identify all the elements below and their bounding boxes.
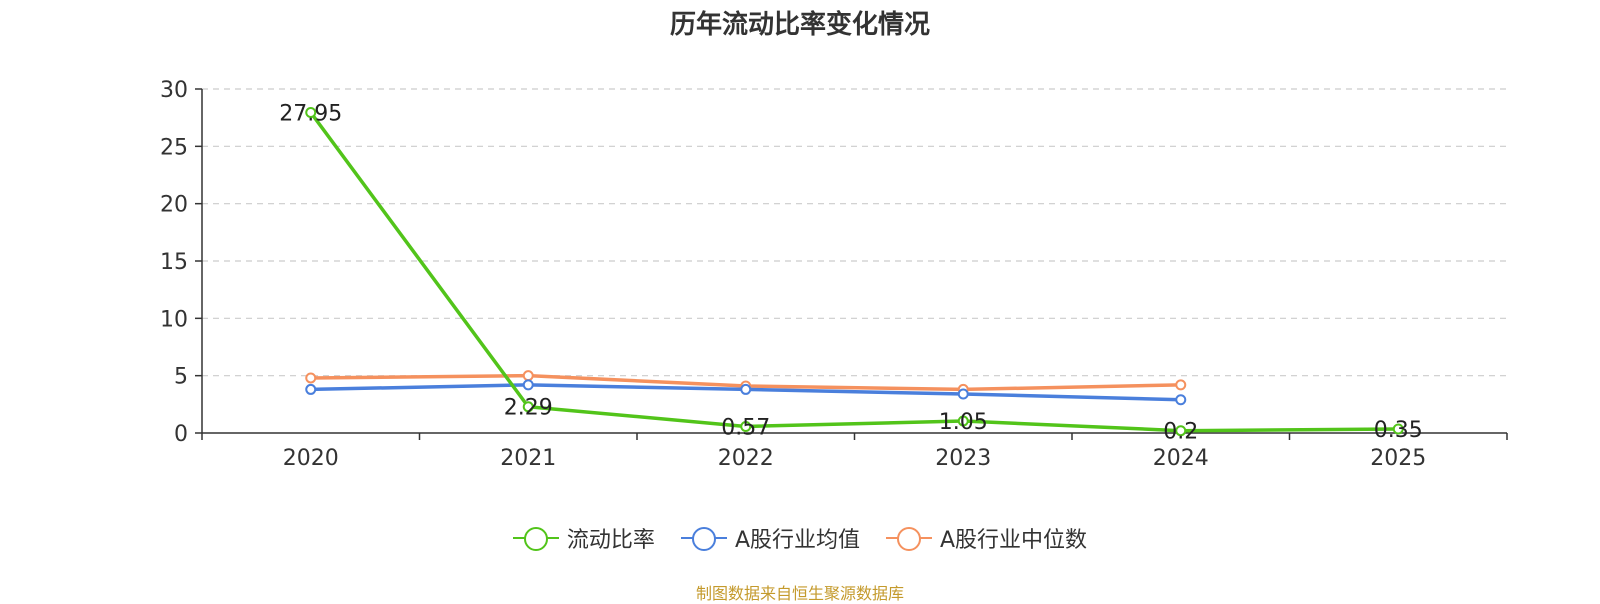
data-point <box>305 107 317 119</box>
chart-title: 历年流动比率变化情况 <box>669 10 930 40</box>
y-tick-label: 10 <box>160 307 188 332</box>
data-label: 0.35 <box>1374 418 1423 443</box>
x-tick-label: 2024 <box>1153 446 1209 471</box>
data-point <box>740 420 752 432</box>
legend-label: A股行业中位数 <box>940 528 1088 553</box>
legend-swatch <box>680 526 727 551</box>
data-label: 0.57 <box>721 415 770 440</box>
legend-label: 流动比率 <box>566 528 655 553</box>
y-tick-label: 15 <box>160 250 188 275</box>
legend-swatch <box>512 526 559 551</box>
x-tick-label: 2025 <box>1370 446 1426 471</box>
data-label: 2.29 <box>504 396 553 421</box>
x-tick-label: 2020 <box>283 446 339 471</box>
data-point <box>1175 379 1187 391</box>
data-point <box>740 383 752 395</box>
x-tick-label: 2023 <box>935 446 991 471</box>
x-tick-label: 2022 <box>718 446 774 471</box>
data-point <box>1175 394 1187 406</box>
legend-item[interactable]: A股行业均值 <box>680 522 860 554</box>
data-point <box>305 372 317 384</box>
data-point <box>305 383 317 395</box>
series-lines <box>305 107 1404 437</box>
y-tick-label: 0 <box>174 422 188 447</box>
data-point <box>1392 423 1404 435</box>
data-label: 27.95 <box>279 102 342 127</box>
y-tick-label: 25 <box>160 135 188 160</box>
data-label: 1.05 <box>939 410 988 435</box>
source-note: 制图数据来自恒生聚源数据库 <box>695 584 904 603</box>
legend: 流动比率 A股行业均值 A股行业中位数 <box>0 522 1600 554</box>
x-tick-label: 2021 <box>500 446 556 471</box>
legend-swatch <box>886 526 932 551</box>
y-tick-label: 5 <box>174 365 188 390</box>
data-point <box>522 379 534 391</box>
data-label: 0.2 <box>1163 420 1198 445</box>
y-tick-label: 20 <box>160 193 188 218</box>
data-point <box>522 401 534 413</box>
data-point <box>522 370 534 382</box>
legend-label: A股行业均值 <box>734 528 860 553</box>
grid-lines <box>202 88 1507 377</box>
data-point <box>1175 425 1187 437</box>
data-point <box>957 415 969 427</box>
y-tick-label: 30 <box>160 78 188 103</box>
data-point <box>957 388 969 400</box>
legend-item[interactable]: A股行业中位数 <box>886 522 1087 554</box>
legend-item[interactable]: 流动比率 <box>512 522 655 554</box>
series-line <box>309 111 1399 433</box>
data-labels: 27.95 2.29 0.57 1.05 0.2 0.35 <box>279 102 1422 445</box>
